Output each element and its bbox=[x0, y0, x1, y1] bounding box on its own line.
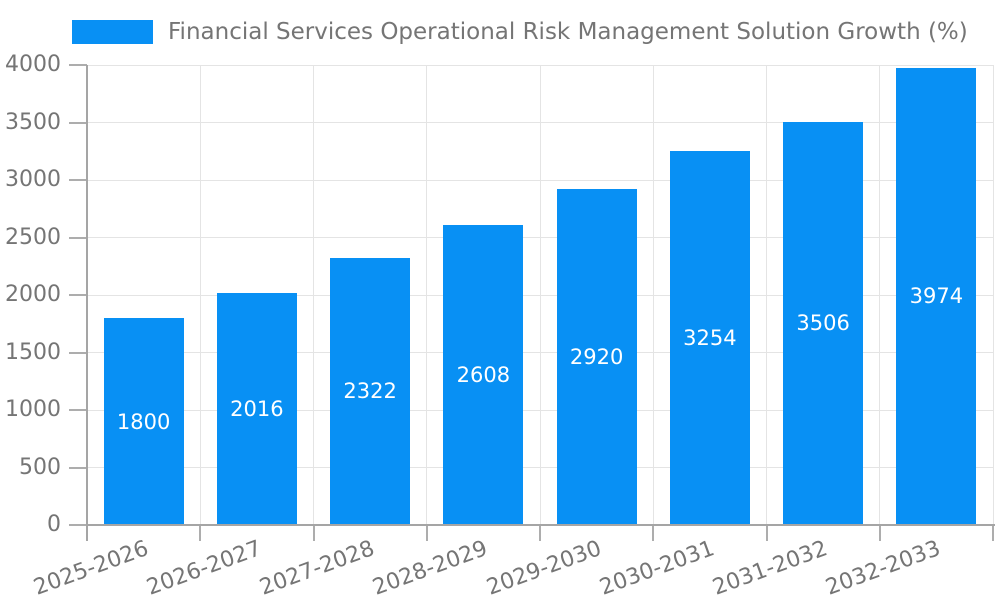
x-gridline bbox=[766, 65, 767, 525]
y-axis-tick bbox=[69, 351, 87, 354]
legend-marker bbox=[72, 20, 153, 44]
x-axis-label: 2025-2026 bbox=[30, 536, 152, 600]
y-axis-tick bbox=[69, 466, 87, 469]
y-axis-tick-label: 1500 bbox=[5, 339, 61, 365]
y-axis-tick-label: 4000 bbox=[5, 52, 61, 77]
bar[interactable]: 3506 bbox=[783, 121, 864, 525]
bar-value-label: 3254 bbox=[683, 325, 737, 350]
bar[interactable]: 3974 bbox=[896, 67, 977, 525]
x-gridline bbox=[313, 65, 314, 525]
x-axis-tick bbox=[425, 525, 428, 541]
bar-value-label: 3506 bbox=[796, 311, 850, 336]
x-gridline bbox=[879, 65, 881, 525]
y-axis-tick bbox=[69, 409, 87, 411]
x-axis-tick bbox=[765, 525, 768, 541]
bar-value-label: 2322 bbox=[343, 379, 397, 404]
x-gridline bbox=[199, 65, 201, 525]
bar-value-label: 2608 bbox=[456, 363, 511, 388]
y-axis-tick-label: 500 bbox=[19, 454, 61, 480]
x-axis-tick bbox=[992, 525, 994, 541]
y-axis-tick bbox=[69, 524, 87, 526]
bar[interactable]: 2608 bbox=[443, 225, 524, 525]
bar[interactable]: 1800 bbox=[103, 318, 184, 525]
x-gridline bbox=[539, 65, 541, 525]
x-axis-label: 2026-2027 bbox=[143, 536, 265, 600]
y-axis-tick-label: 0 bbox=[47, 512, 61, 537]
y-axis-line bbox=[86, 65, 88, 541]
x-axis-tick bbox=[878, 525, 881, 541]
x-gridline bbox=[992, 65, 994, 525]
y-axis-tick bbox=[69, 121, 87, 124]
x-axis-line bbox=[86, 524, 995, 526]
bar-value-label: 3974 bbox=[909, 284, 964, 309]
bar-value-label: 2920 bbox=[569, 345, 624, 370]
y-axis-tick-label: 2500 bbox=[5, 224, 61, 250]
y-axis-tick-label: 3000 bbox=[5, 167, 61, 192]
y-axis-tick bbox=[69, 64, 87, 66]
y-axis-tick bbox=[69, 294, 87, 296]
y-axis-tick-label: 1000 bbox=[5, 397, 61, 422]
bar[interactable]: 3254 bbox=[669, 150, 750, 525]
x-axis-label: 2027-2028 bbox=[256, 536, 378, 600]
x-axis-tick bbox=[652, 525, 655, 541]
bar-value-label: 1800 bbox=[116, 409, 171, 434]
bar[interactable]: 2920 bbox=[556, 189, 637, 525]
x-axis-label: 2029-2030 bbox=[483, 536, 605, 600]
x-axis-label: 2031-2032 bbox=[709, 536, 831, 600]
x-axis-tick bbox=[199, 525, 202, 541]
x-axis-tick bbox=[312, 525, 315, 541]
x-gridline bbox=[652, 65, 654, 525]
bar[interactable]: 2322 bbox=[330, 257, 411, 525]
x-axis-label: 2030-2031 bbox=[596, 536, 718, 600]
bar[interactable]: 2016 bbox=[216, 293, 297, 525]
x-axis-tick bbox=[539, 525, 541, 541]
y-axis-tick bbox=[69, 179, 87, 181]
y-axis-tick bbox=[69, 236, 87, 239]
y-axis-tick-label: 2000 bbox=[5, 282, 61, 307]
y-axis-tick-label: 3500 bbox=[5, 109, 61, 135]
x-axis-label: 2028-2029 bbox=[370, 536, 492, 600]
bar-value-label: 2016 bbox=[230, 397, 284, 422]
legend-label: Financial Services Operational Risk Mana… bbox=[168, 19, 968, 45]
x-gridline bbox=[426, 65, 428, 525]
legend[interactable]: Financial Services Operational Risk Mana… bbox=[72, 20, 968, 44]
x-axis-label: 2032-2033 bbox=[823, 536, 945, 600]
